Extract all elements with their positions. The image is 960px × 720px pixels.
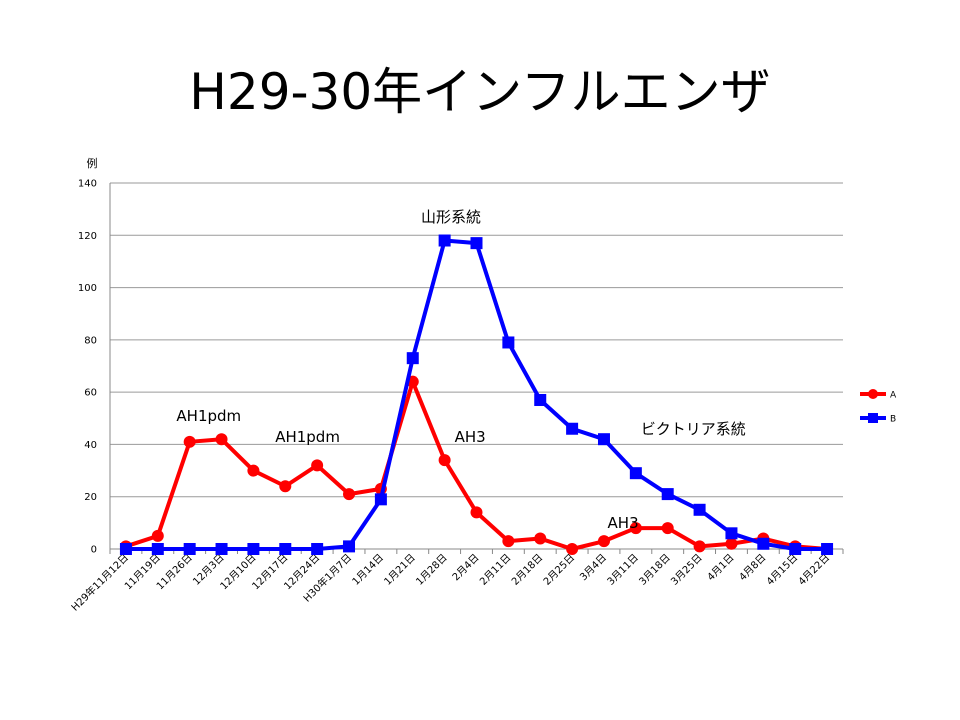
x-tick-label: 2月4日 — [450, 552, 482, 584]
data-point-A — [629, 522, 642, 535]
data-point-A — [311, 459, 324, 472]
data-point-A — [534, 532, 547, 545]
annotation-label: AH3 — [608, 514, 639, 532]
series-line-B — [125, 238, 828, 551]
x-tick-label: 3月25日 — [669, 552, 705, 588]
annotation-label: ビクトリア系統 — [641, 420, 746, 438]
x-tick-label: 4月8日 — [737, 552, 769, 584]
x-tick-label: 2月18日 — [509, 552, 545, 588]
x-tick-label: 2月25日 — [541, 552, 577, 588]
x-tick-label: 1月28日 — [414, 552, 450, 588]
legend: AB — [860, 389, 897, 425]
data-point-A — [247, 464, 260, 477]
y-axis-ticks: 0 20 40 60 80 100 120 140 — [78, 179, 97, 556]
data-point-B — [534, 393, 547, 406]
y-axis-unit-label: 例 — [87, 156, 98, 170]
data-point-A — [279, 480, 292, 493]
annotation-label: 山形系統 — [421, 208, 481, 226]
legend-label-A: A — [890, 391, 897, 401]
y-tick-label: 120 — [78, 231, 97, 242]
data-point-B — [821, 543, 834, 555]
data-point-A — [661, 522, 674, 535]
y-tick-label: 80 — [84, 335, 97, 346]
data-point-B — [343, 540, 356, 553]
annotation-label: AH1pdm — [176, 407, 241, 425]
data-point-B — [502, 336, 515, 349]
legend-label-B: B — [890, 415, 896, 425]
y-tick-label: 60 — [84, 388, 97, 399]
y-tick-label: 140 — [78, 179, 97, 190]
data-point-B — [693, 503, 706, 516]
x-tick-label: 3月11日 — [605, 552, 641, 588]
data-point-B — [661, 488, 674, 501]
x-tick-label: 4月1日 — [705, 552, 737, 584]
data-point-B — [629, 467, 642, 480]
data-point-B — [279, 543, 292, 555]
data-point-B — [119, 543, 132, 555]
data-point-A — [151, 529, 164, 542]
data-point-A — [215, 433, 228, 446]
data-point-A — [725, 537, 738, 550]
annotation-label: AH1pdm — [275, 428, 340, 446]
y-tick-label: 40 — [84, 440, 97, 451]
series-group — [119, 234, 834, 555]
data-point-B — [215, 543, 228, 555]
data-point-B — [438, 234, 451, 247]
data-point-B — [374, 493, 387, 506]
y-tick-label: 100 — [78, 283, 97, 294]
data-point-A — [438, 454, 451, 467]
slide-title: H29-30年インフルエンザ — [189, 63, 771, 121]
x-tick-label: 4月15日 — [764, 552, 800, 588]
x-tick-label: 3月4日 — [577, 552, 609, 584]
data-point-B — [183, 543, 196, 555]
data-point-A — [597, 535, 610, 548]
x-tick-label: 1月21日 — [382, 552, 418, 588]
data-point-A — [566, 543, 579, 555]
data-point-A — [183, 435, 196, 448]
data-point-B — [789, 543, 802, 555]
data-point-B — [566, 422, 579, 435]
data-point-B — [247, 543, 260, 555]
x-tick-label: 1月14日 — [350, 552, 386, 588]
x-axis: H29年11月12日11月19日11月26日12月3日12月10日12月17日1… — [68, 549, 844, 614]
data-point-B — [151, 543, 164, 555]
y-tick-label: 20 — [84, 492, 97, 503]
data-point-A — [343, 488, 356, 501]
data-point-B — [757, 537, 770, 550]
x-tick-label: 3月18日 — [637, 552, 673, 588]
y-tick-label: 0 — [91, 545, 97, 556]
x-tick-label: H29年11月12日 — [68, 551, 131, 614]
data-point-A — [502, 535, 515, 548]
annotation-label: AH3 — [455, 428, 486, 446]
data-point-B — [406, 352, 419, 365]
series-B — [119, 234, 834, 555]
x-tick-label: 2月11日 — [477, 552, 513, 588]
data-point-B — [597, 433, 610, 446]
data-point-A — [693, 540, 706, 553]
data-point-B — [311, 543, 324, 555]
data-point-B — [470, 237, 483, 250]
data-point-A — [470, 506, 483, 519]
data-point-B — [725, 527, 738, 540]
legend-marker-B — [868, 413, 878, 423]
legend-marker-A — [868, 389, 878, 399]
x-tick-label: 4月22日 — [796, 552, 832, 588]
